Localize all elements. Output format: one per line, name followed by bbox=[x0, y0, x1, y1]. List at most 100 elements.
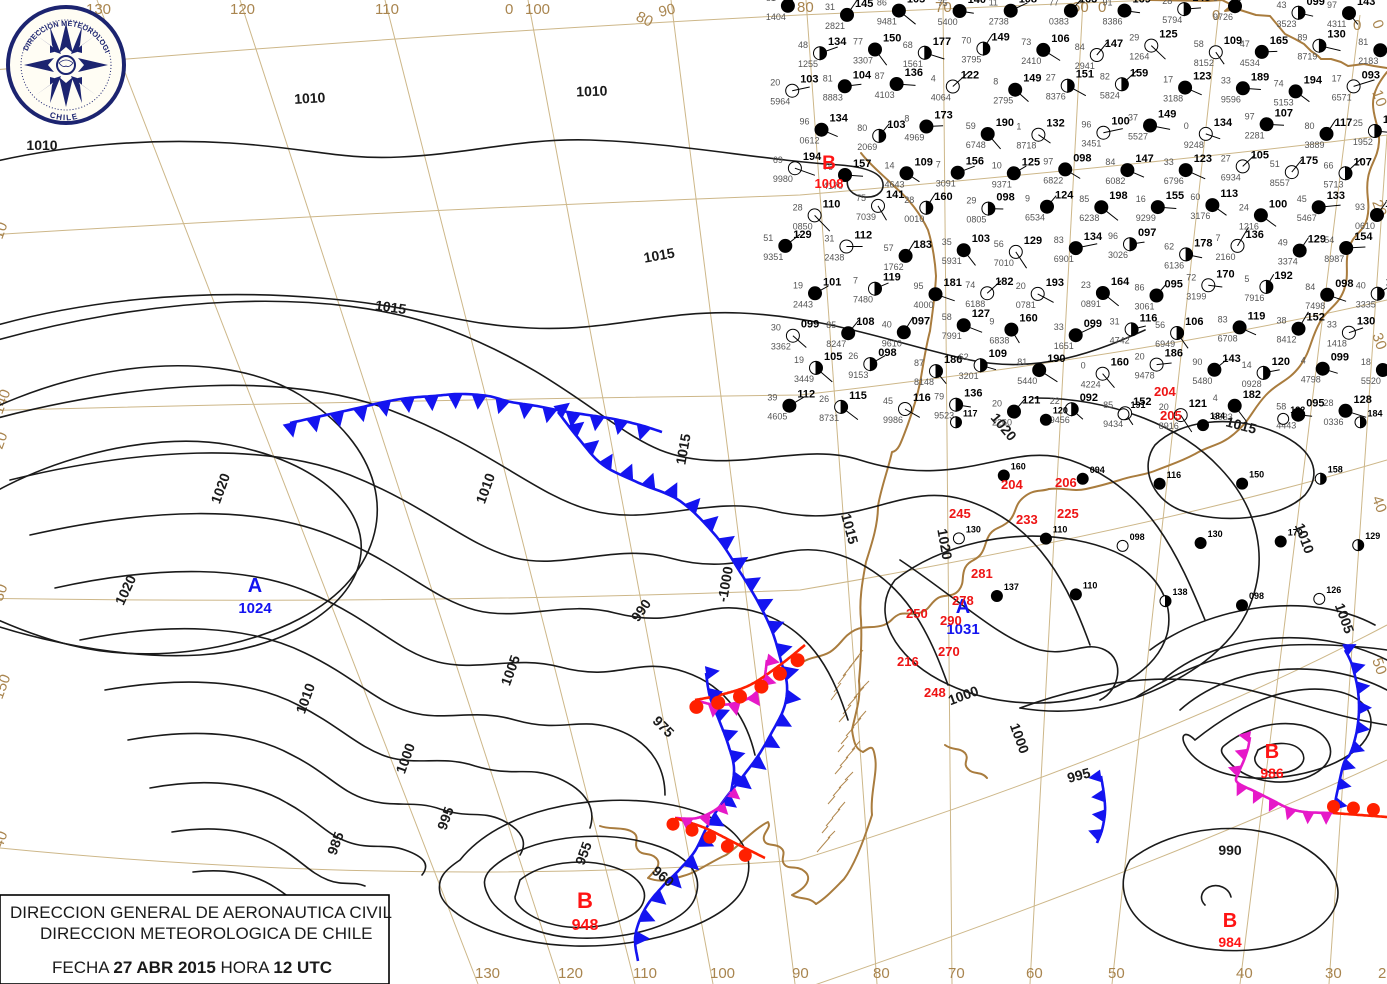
svg-text:14: 14 bbox=[885, 160, 895, 170]
svg-text:112: 112 bbox=[854, 230, 872, 242]
svg-text:097: 097 bbox=[1138, 227, 1156, 239]
svg-text:100: 100 bbox=[525, 1, 550, 18]
svg-text:7: 7 bbox=[853, 276, 858, 286]
svg-text:099: 099 bbox=[801, 319, 819, 331]
svg-text:1651: 1651 bbox=[1054, 341, 1074, 351]
svg-text:7039: 7039 bbox=[856, 212, 876, 222]
svg-text:7010: 7010 bbox=[994, 258, 1014, 268]
svg-text:098: 098 bbox=[996, 192, 1014, 204]
svg-text:97: 97 bbox=[1327, 0, 1337, 10]
svg-text:116: 116 bbox=[913, 392, 931, 404]
svg-text:136: 136 bbox=[964, 388, 982, 400]
svg-text:8731: 8731 bbox=[819, 413, 839, 423]
svg-text:31: 31 bbox=[1110, 316, 1120, 326]
svg-text:29: 29 bbox=[1129, 33, 1139, 43]
svg-text:103: 103 bbox=[972, 233, 990, 245]
svg-text:4103: 4103 bbox=[875, 90, 895, 100]
svg-text:5527: 5527 bbox=[1128, 132, 1148, 142]
svg-text:83: 83 bbox=[1218, 314, 1228, 324]
svg-text:107: 107 bbox=[1275, 107, 1293, 119]
svg-text:984: 984 bbox=[1218, 934, 1242, 950]
svg-text:57: 57 bbox=[884, 243, 894, 253]
svg-text:100: 100 bbox=[710, 965, 735, 982]
svg-text:193: 193 bbox=[1046, 277, 1064, 289]
svg-text:2738: 2738 bbox=[989, 17, 1009, 27]
svg-text:59: 59 bbox=[966, 121, 976, 131]
svg-text:9986: 9986 bbox=[883, 415, 903, 425]
svg-text:110: 110 bbox=[823, 198, 841, 210]
svg-text:245: 245 bbox=[949, 506, 971, 521]
svg-text:123: 123 bbox=[1193, 71, 1211, 83]
svg-text:56: 56 bbox=[1155, 320, 1165, 330]
svg-text:115: 115 bbox=[849, 390, 867, 402]
svg-text:5: 5 bbox=[1244, 274, 1249, 284]
svg-text:0610: 0610 bbox=[1355, 221, 1375, 231]
svg-text:58: 58 bbox=[1276, 402, 1286, 412]
svg-text:108: 108 bbox=[1019, 0, 1037, 6]
svg-text:2795: 2795 bbox=[993, 96, 1013, 106]
svg-text:198: 198 bbox=[1109, 190, 1127, 202]
svg-text:24: 24 bbox=[1239, 202, 1249, 212]
svg-text:100: 100 bbox=[1111, 116, 1129, 128]
svg-text:948: 948 bbox=[572, 917, 599, 934]
svg-text:8718: 8718 bbox=[1016, 141, 1036, 151]
svg-text:51: 51 bbox=[1270, 159, 1280, 169]
svg-text:196: 196 bbox=[1383, 114, 1387, 126]
svg-text:105: 105 bbox=[1251, 149, 1269, 161]
svg-text:101: 101 bbox=[823, 276, 841, 288]
svg-text:25: 25 bbox=[1353, 118, 1363, 128]
svg-text:204: 204 bbox=[1154, 384, 1176, 399]
svg-text:143: 143 bbox=[1357, 0, 1375, 8]
svg-text:3795: 3795 bbox=[961, 55, 981, 65]
svg-text:3091: 3091 bbox=[936, 179, 956, 189]
svg-text:33: 33 bbox=[1221, 75, 1231, 85]
svg-text:86: 86 bbox=[1135, 283, 1145, 293]
svg-text:157: 157 bbox=[853, 158, 871, 170]
svg-text:5964: 5964 bbox=[770, 97, 790, 107]
svg-text:204: 204 bbox=[1001, 477, 1023, 492]
svg-text:2410: 2410 bbox=[1021, 56, 1041, 66]
svg-text:6136: 6136 bbox=[1164, 260, 1184, 270]
svg-text:20: 20 bbox=[1378, 965, 1387, 982]
svg-text:37: 37 bbox=[1128, 113, 1138, 123]
svg-text:154: 154 bbox=[1354, 231, 1373, 243]
svg-text:6082: 6082 bbox=[1105, 176, 1125, 186]
svg-text:3523: 3523 bbox=[1277, 19, 1297, 29]
svg-text:100: 100 bbox=[1269, 198, 1287, 210]
svg-text:128: 128 bbox=[1243, 0, 1261, 1]
svg-text:2069: 2069 bbox=[857, 142, 877, 152]
svg-text:105: 105 bbox=[824, 351, 842, 363]
svg-text:20: 20 bbox=[992, 399, 1002, 409]
svg-text:107: 107 bbox=[1354, 156, 1372, 168]
svg-text:124: 124 bbox=[1055, 190, 1074, 202]
svg-text:5713: 5713 bbox=[1324, 179, 1344, 189]
svg-text:9980: 9980 bbox=[773, 174, 793, 184]
svg-text:DIRECCION METEOROLOGICA DE CHI: DIRECCION METEOROLOGICA DE CHILE bbox=[40, 924, 373, 943]
svg-text:8883: 8883 bbox=[823, 92, 843, 102]
svg-text:105: 105 bbox=[907, 0, 925, 6]
svg-text:148: 148 bbox=[1192, 0, 1210, 4]
svg-text:9478: 9478 bbox=[1135, 371, 1155, 381]
svg-text:9434: 9434 bbox=[1103, 419, 1123, 429]
svg-text:87: 87 bbox=[875, 71, 885, 81]
svg-text:11: 11 bbox=[989, 0, 998, 8]
svg-text:27: 27 bbox=[1046, 73, 1056, 83]
svg-text:182: 182 bbox=[995, 276, 1013, 288]
svg-text:60: 60 bbox=[1190, 192, 1200, 202]
svg-text:39: 39 bbox=[767, 393, 777, 403]
svg-text:DIRECCION GENERAL DE AERONAUTI: DIRECCION GENERAL DE AERONAUTICA CIVIL bbox=[10, 903, 392, 922]
svg-text:165: 165 bbox=[1270, 35, 1288, 47]
svg-text:28: 28 bbox=[1324, 398, 1334, 408]
svg-text:8557: 8557 bbox=[1270, 178, 1290, 188]
svg-text:281: 281 bbox=[971, 566, 993, 581]
svg-text:143: 143 bbox=[1222, 353, 1240, 365]
svg-text:177: 177 bbox=[933, 36, 951, 48]
svg-text:27: 27 bbox=[1221, 153, 1231, 163]
svg-text:3061: 3061 bbox=[1135, 302, 1155, 312]
svg-text:110: 110 bbox=[633, 965, 657, 982]
svg-text:62: 62 bbox=[1164, 241, 1174, 251]
svg-text:205: 205 bbox=[1160, 408, 1182, 423]
svg-text:47: 47 bbox=[1240, 39, 1250, 49]
svg-text:097: 097 bbox=[912, 315, 930, 327]
svg-text:106: 106 bbox=[1051, 33, 1069, 45]
